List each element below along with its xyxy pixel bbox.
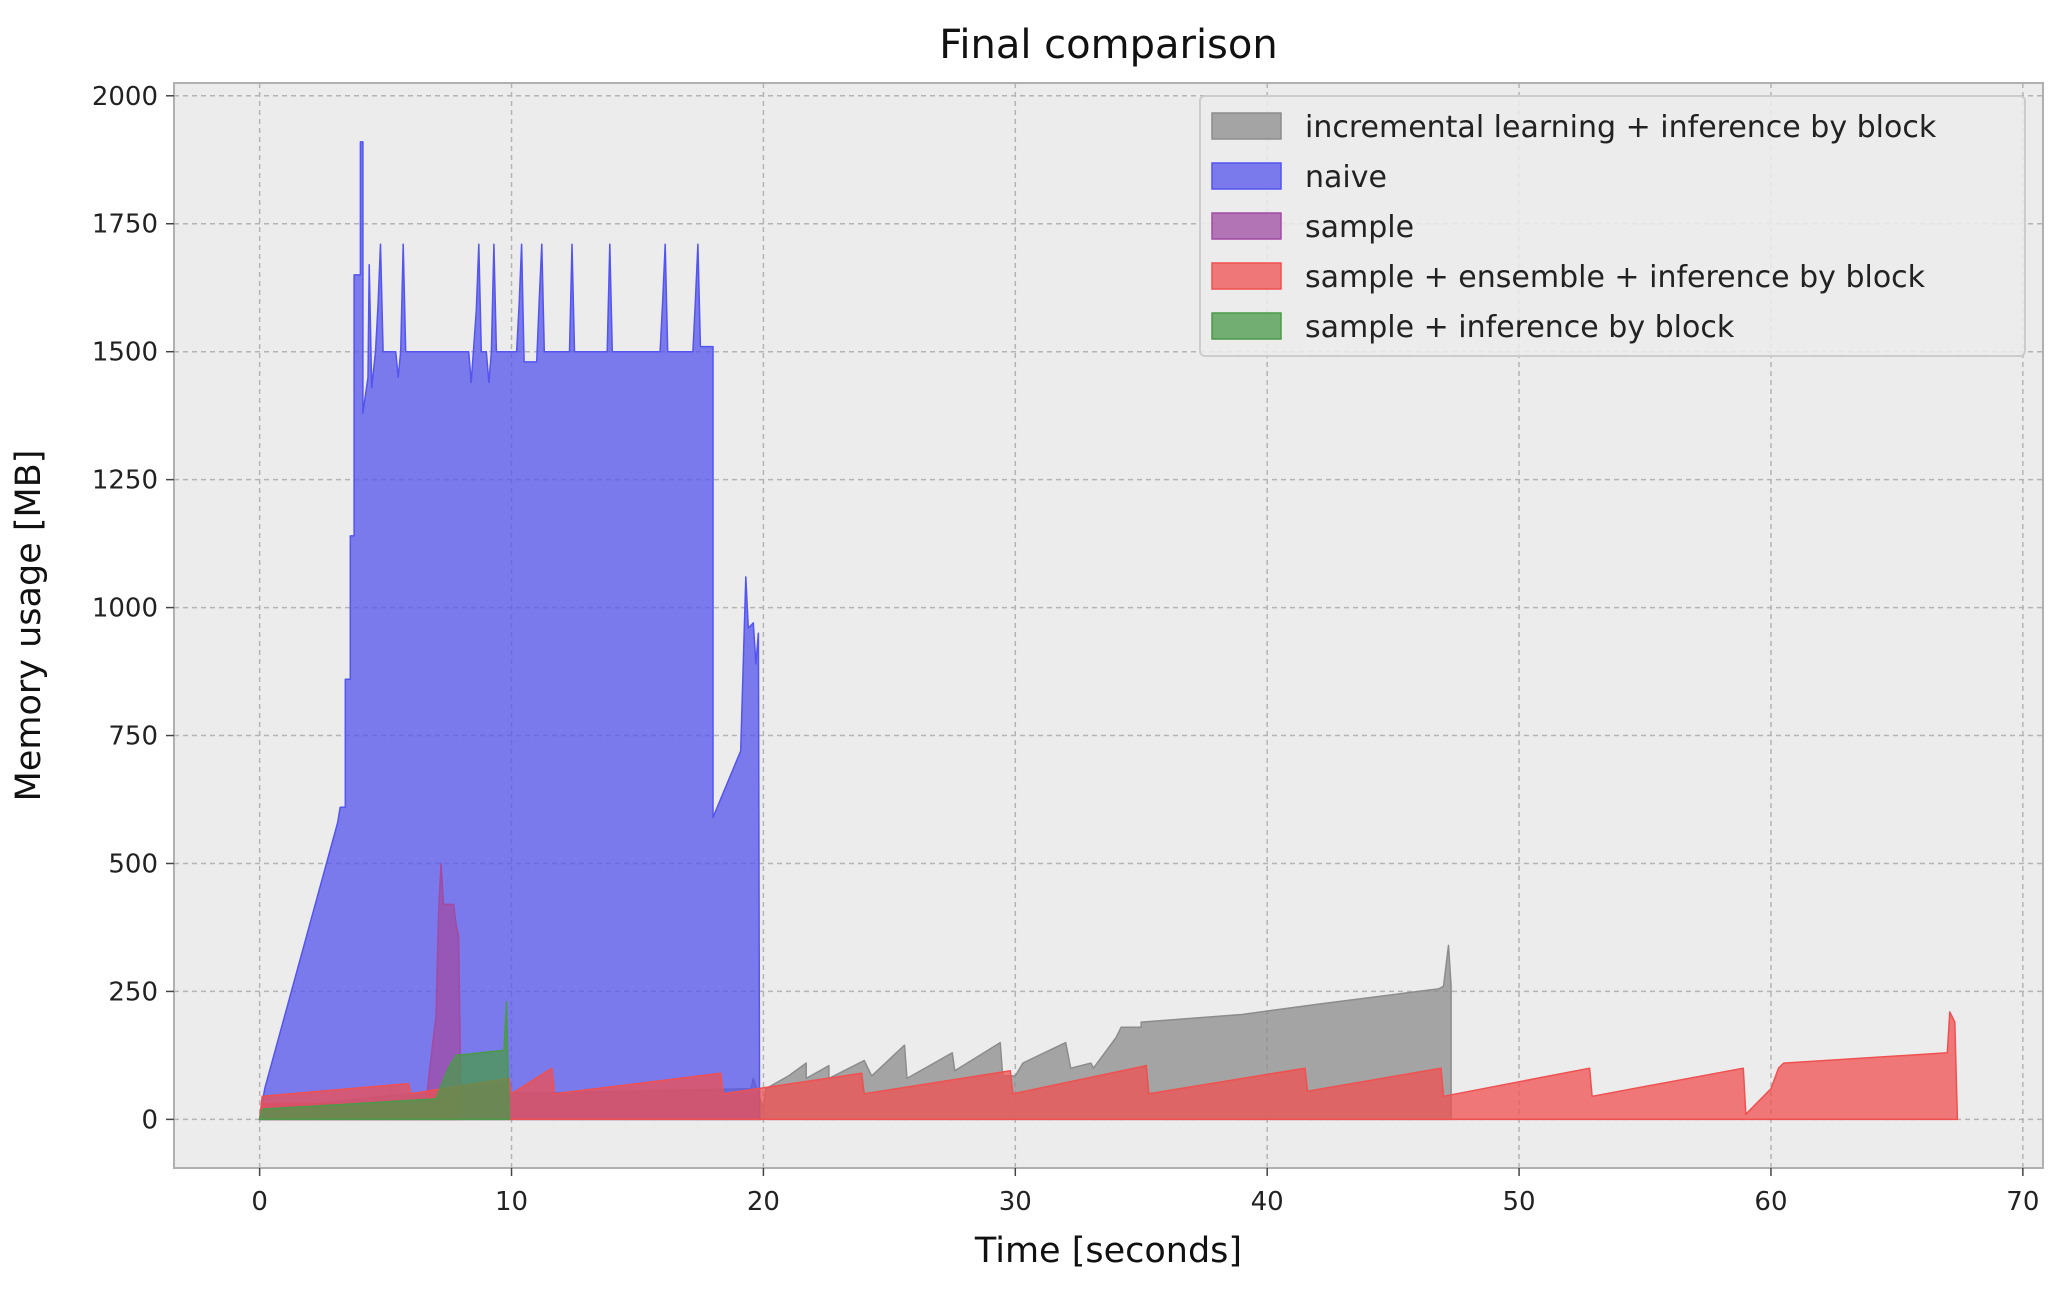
ticks: 0 10 20 30 40 50 60 70 0 250 500 750 1000 1250 1500 175… xyxy=(92,82,2040,1217)
x-tick-label: 40 xyxy=(1251,1187,1284,1217)
y-tick-label: 1000 xyxy=(92,594,158,624)
series-area-sample-inference-by-block xyxy=(258,1000,510,1121)
legend-swatch xyxy=(1211,112,1282,140)
y-tick-label: 1250 xyxy=(92,466,158,496)
series-area-naive xyxy=(258,141,761,1121)
x-tick-label: 20 xyxy=(747,1187,780,1217)
x-tick-label: 50 xyxy=(1503,1187,1536,1217)
x-tick-label: 70 xyxy=(2006,1187,2039,1217)
x-tick-label: 30 xyxy=(999,1187,1032,1217)
legend-entry-label: sample + inference by block xyxy=(1305,310,1735,345)
y-tick-label: 2000 xyxy=(92,82,158,112)
y-tick-label: 250 xyxy=(108,977,158,1007)
legend-swatch xyxy=(1211,212,1282,240)
legend-swatch xyxy=(1211,262,1282,290)
legend-entry-label: incremental learning + inference by bloc… xyxy=(1305,110,1937,145)
y-tick-label: 1500 xyxy=(92,338,158,368)
y-tick-label: 750 xyxy=(108,722,158,752)
legend: incremental learning + inference by bloc… xyxy=(1199,95,2026,357)
x-tick-label: 10 xyxy=(495,1187,528,1217)
y-tick-label: 500 xyxy=(108,849,158,879)
x-tick-label: 0 xyxy=(251,1187,268,1217)
series-layer xyxy=(258,141,1959,1121)
y-tick-label: 0 xyxy=(141,1105,158,1135)
legend-box xyxy=(1199,95,2026,357)
legend-swatch xyxy=(1211,312,1282,340)
x-tick-label: 60 xyxy=(1754,1187,1787,1217)
y-tick-label: 1750 xyxy=(92,210,158,240)
plot-frame xyxy=(173,82,2044,1169)
legend-swatch xyxy=(1211,162,1282,190)
x-axis-label: Time [seconds] xyxy=(974,1231,1242,1271)
y-axis-label: Memory usage [MB] xyxy=(9,450,49,802)
legend-entry-label: naive xyxy=(1305,160,1387,195)
legend-entry-label: sample + ensemble + inference by block xyxy=(1305,260,1926,295)
series-area-sample-ensemble-inference-by-block xyxy=(258,1011,1959,1121)
chart-title: Final comparison xyxy=(939,22,1277,68)
legend-entry-label: sample xyxy=(1305,210,1414,245)
